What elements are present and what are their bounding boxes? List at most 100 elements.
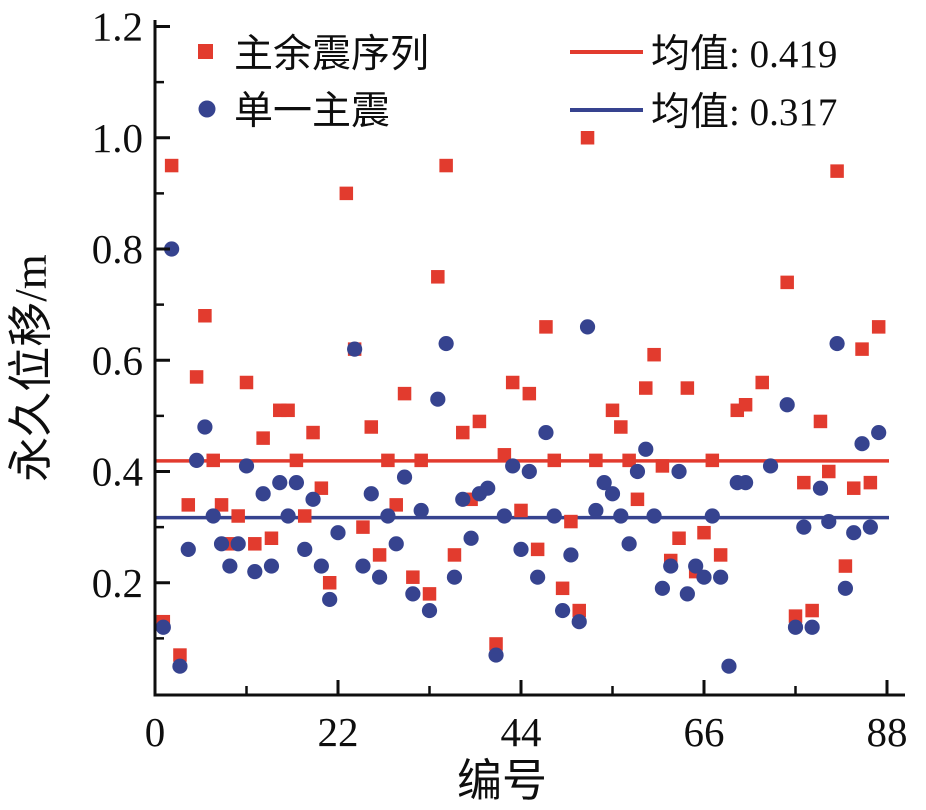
data-point-aftershock	[705, 453, 720, 468]
data-point-mainshock	[388, 536, 404, 552]
data-point-aftershock	[214, 498, 229, 512]
legend-label-red-mean: 均值: 0.419	[651, 33, 837, 76]
x-tick-label: 88	[867, 709, 908, 755]
data-point-aftershock	[813, 414, 828, 429]
data-point-aftershock	[672, 531, 686, 545]
data-point-mainshock	[355, 558, 371, 574]
data-point-aftershock	[855, 342, 869, 356]
data-point-mainshock	[854, 436, 870, 452]
y-tick-label: 0.2	[92, 560, 143, 606]
data-point-mainshock	[837, 580, 854, 596]
data-point-aftershock	[564, 514, 578, 529]
data-point-aftershock	[630, 492, 645, 507]
data-point-mainshock	[297, 541, 313, 557]
data-point-aftershock	[738, 398, 753, 412]
data-point-mainshock	[679, 586, 695, 602]
data-point-aftershock	[639, 381, 653, 395]
data-point-mainshock	[796, 519, 812, 535]
data-point-mainshock	[871, 424, 887, 441]
data-point-mainshock	[704, 508, 720, 524]
data-point-aftershock	[239, 375, 254, 390]
data-point-mainshock	[263, 558, 280, 574]
data-point-aftershock	[830, 164, 844, 178]
data-point-mainshock	[737, 475, 754, 491]
data-point-mainshock	[205, 508, 221, 524]
data-point-aftershock	[589, 453, 603, 468]
data-point-aftershock	[505, 375, 520, 390]
legend-label-mainshock: 单一主震	[234, 90, 390, 133]
data-point-aftershock	[822, 464, 836, 479]
data-point-mainshock	[654, 580, 671, 596]
data-point-aftershock	[547, 453, 562, 468]
x-tick-label: 22	[318, 709, 359, 755]
data-point-mainshock	[596, 475, 612, 491]
data-point-mainshock	[513, 541, 529, 557]
data-point-mainshock	[563, 547, 579, 563]
data-point-mainshock	[380, 508, 396, 524]
data-point-aftershock	[530, 542, 545, 557]
data-point-aftershock	[555, 581, 570, 596]
data-point-aftershock	[863, 475, 878, 490]
data-point-aftershock	[447, 548, 462, 562]
data-point-aftershock	[439, 158, 453, 173]
data-point-mainshock	[280, 508, 296, 524]
legend: 主余震序列 单一主震 均值: 0.419 均值: 0.317	[198, 33, 837, 134]
data-point-mainshock	[430, 391, 446, 407]
data-point-aftershock	[289, 453, 304, 468]
data-point-mainshock	[829, 335, 845, 352]
y-tick-label: 0.8	[92, 226, 143, 272]
data-point-aftershock	[539, 320, 553, 334]
data-point-mainshock	[222, 558, 238, 574]
y-tick-label: 0.4	[92, 449, 143, 495]
data-point-aftershock	[422, 587, 437, 601]
data-point-aftershock	[622, 453, 636, 468]
data-point-mainshock	[787, 619, 804, 635]
data-point-mainshock	[305, 491, 321, 507]
data-point-mainshock	[554, 602, 571, 619]
y-tick-label: 0.6	[92, 337, 143, 383]
data-point-mainshock	[455, 491, 471, 507]
data-point-mainshock	[821, 513, 837, 530]
data-point-aftershock	[497, 448, 512, 462]
data-point-mainshock	[588, 502, 604, 519]
data-point-aftershock	[788, 609, 803, 623]
data-point-aftershock	[181, 498, 196, 512]
data-point-mainshock	[438, 335, 454, 352]
data-point-aftershock	[522, 386, 537, 401]
data-point-aftershock	[198, 309, 212, 323]
data-point-aftershock	[697, 525, 711, 540]
data-point-aftershock	[406, 570, 420, 584]
data-point-aftershock	[322, 576, 337, 590]
data-point-mainshock	[347, 341, 363, 357]
data-point-mainshock	[272, 475, 288, 491]
data-point-aftershock	[489, 637, 503, 651]
data-point-aftershock	[572, 603, 586, 618]
data-point-mainshock	[621, 536, 637, 552]
data-point-mainshock	[480, 480, 496, 496]
data-point-aftershock	[356, 520, 370, 534]
data-point-mainshock	[164, 241, 180, 257]
data-point-mainshock	[646, 508, 662, 524]
data-point-mainshock	[521, 463, 537, 480]
data-point-aftershock	[871, 320, 886, 334]
data-point-aftershock	[248, 537, 262, 551]
data-point-aftershock	[614, 420, 628, 434]
data-point-mainshock	[663, 558, 679, 574]
data-point-aftershock	[580, 131, 595, 145]
x-tick-label: 0	[145, 709, 166, 755]
data-point-mainshock	[804, 619, 820, 635]
data-point-aftershock	[173, 648, 187, 662]
data-point-aftershock	[838, 559, 853, 573]
data-point-mainshock	[496, 508, 512, 524]
data-point-aftershock	[306, 425, 320, 440]
data-point-mainshock	[155, 619, 171, 635]
data-point-mainshock	[571, 614, 587, 630]
data-point-aftershock	[389, 498, 403, 512]
y-axis-title: 永久位移/m	[6, 254, 56, 482]
data-point-mainshock	[530, 569, 546, 585]
data-point-mainshock	[371, 569, 388, 585]
data-point-aftershock	[381, 453, 395, 468]
data-point-mainshock	[546, 508, 562, 524]
